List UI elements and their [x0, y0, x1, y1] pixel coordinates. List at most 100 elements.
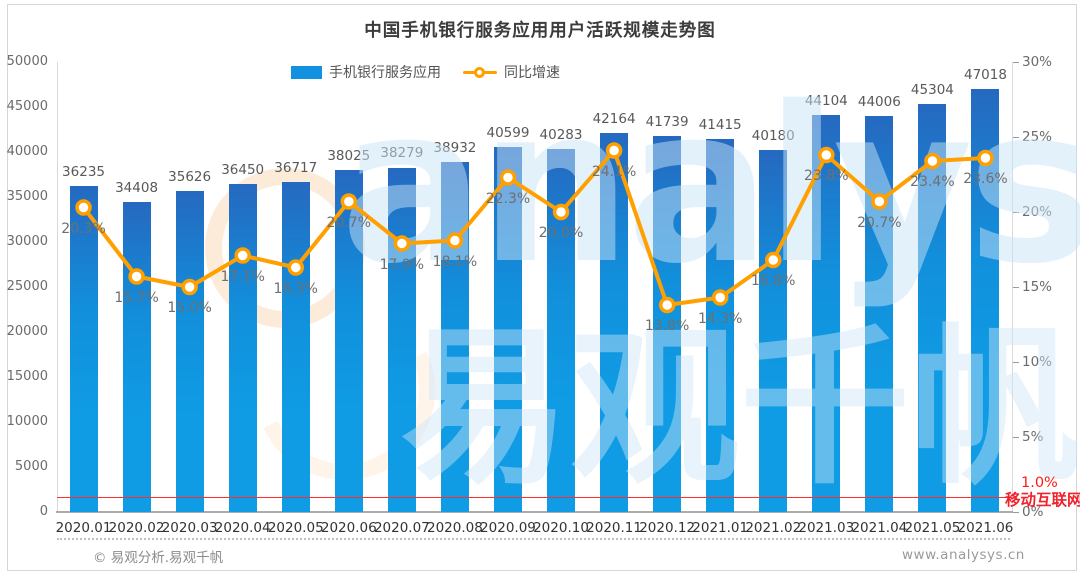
x-axis-label-2020.09: 2020.09 [480, 520, 536, 536]
bar-2021.02[interactable] [759, 150, 788, 512]
line-marker-2020.12[interactable] [658, 296, 676, 314]
line-marker-2020.10[interactable] [552, 203, 570, 221]
x-axis-line [56, 511, 1013, 513]
growth-pct-label: 14.3% [697, 310, 743, 327]
growth-pct-label: 15.0% [167, 300, 212, 316]
bar-2021.03[interactable] [812, 115, 841, 512]
right-axis-tick [1012, 137, 1019, 138]
bar-2020.07[interactable] [387, 167, 416, 512]
growth-pct-label: 20.7% [857, 214, 902, 231]
right-axis-tick-label: 0% [1022, 504, 1044, 520]
bar-2020.06[interactable] [334, 169, 363, 512]
line-marker-2020.09[interactable] [499, 169, 517, 186]
growth-pct-label: 23.6% [963, 171, 1008, 187]
bar-2020.04[interactable] [228, 183, 257, 512]
bar-value-label: 40180 [751, 128, 795, 145]
right-axis-tick [1012, 212, 1019, 213]
left-axis-tick-label: 20000 [6, 324, 48, 339]
legend: 手机银行服务应用 同比增速 [291, 62, 560, 82]
line-marker-2021.04[interactable] [871, 193, 888, 210]
x-axis-label-2021.01: 2021.01 [692, 520, 749, 536]
x-axis-label-2020.02: 2020.02 [108, 520, 165, 536]
bar-2020.11[interactable] [600, 132, 629, 512]
x-axis-label-2021.02: 2021.02 [745, 520, 802, 536]
left-axis-tick-label: 50000 [6, 54, 48, 69]
x-axis-label-2020.04: 2020.04 [214, 520, 271, 536]
bar-2020.08[interactable] [440, 161, 469, 512]
left-axis-tick-label: 10000 [6, 414, 48, 429]
legend-item-bars[interactable]: 手机银行服务应用 [291, 62, 441, 82]
bar-2021.01[interactable] [706, 139, 735, 512]
x-axis-label-2020.11: 2020.11 [586, 520, 642, 536]
right-axis-tick-label: 20% [1022, 204, 1053, 220]
line-marker-2020.07[interactable] [393, 235, 411, 252]
growth-pct-label: 13.8% [644, 318, 690, 334]
growth-line [75, 142, 994, 314]
line-marker-2021.01[interactable] [711, 289, 729, 306]
right-axis-tick [1012, 437, 1019, 438]
line-marker-2021.03[interactable] [818, 146, 835, 164]
growth-pct-label: 23.4% [910, 174, 955, 190]
line-marker-2020.08[interactable] [446, 232, 464, 249]
bar-2021.04[interactable] [865, 115, 894, 512]
bar-2020.05[interactable] [281, 181, 310, 512]
growth-pct-label: 15.7% [114, 289, 159, 306]
x-axis-label-2021.05: 2021.05 [904, 520, 961, 536]
line-marker-2020.06[interactable] [340, 193, 358, 210]
x-axis-label-2020.03: 2020.03 [161, 520, 218, 536]
line-marker-2020.03[interactable] [181, 278, 198, 296]
growth-pct-label: 20.3% [61, 220, 106, 237]
x-axis-label-2020.05: 2020.05 [267, 520, 324, 536]
line-marker-2020.04[interactable] [234, 247, 251, 264]
legend-item-line[interactable]: 同比增速 [463, 62, 560, 82]
line-marker-2021.02[interactable] [765, 251, 782, 269]
line-marker-2020.02[interactable] [128, 268, 145, 285]
line-series-label: 同比增速 [504, 65, 560, 81]
line-marker-2020.11[interactable] [605, 142, 623, 159]
bar-value-label: 42164 [592, 110, 636, 127]
right-axis-tick [1012, 512, 1019, 513]
growth-pct-label: 20.7% [326, 214, 372, 231]
red-threshold-line [57, 497, 1012, 498]
left-axis-tick-label: 0 [39, 504, 48, 519]
bar-2020.01[interactable] [69, 185, 98, 512]
x-axis-label-2021.03: 2021.03 [798, 520, 855, 536]
x-axis-label-2020.12: 2020.12 [639, 520, 696, 536]
left-axis-tick-label: 45000 [6, 99, 48, 114]
x-axis-label-2020.08: 2020.08 [426, 520, 483, 536]
growth-pct-label: 20.0% [538, 225, 584, 241]
growth-pct-label: 24.1% [591, 163, 637, 180]
right-axis-line [1012, 62, 1013, 512]
bar-value-label: 44104 [804, 93, 848, 110]
bar-value-label: 38025 [327, 147, 371, 164]
bar-value-label: 40283 [539, 127, 583, 144]
bar-2021.05[interactable] [918, 104, 947, 512]
mobile-internet-red-watermark: 移动互联网 [1005, 491, 1080, 509]
left-axis-tick-label: 40000 [6, 144, 48, 159]
left-axis-tick-label: 5000 [14, 459, 48, 474]
line-marker-2021.05[interactable] [924, 152, 941, 170]
left-axis-tick-label: 25000 [6, 279, 48, 294]
right-axis-tick-label: 25% [1022, 129, 1053, 145]
line-marker-2020.01[interactable] [75, 199, 92, 216]
x-axis-label-2021.04: 2021.04 [851, 520, 908, 536]
growth-pct-label: 17.9% [379, 256, 425, 273]
x-axis-label-2020.10: 2020.10 [533, 520, 589, 536]
right-axis-tick-label: 10% [1022, 354, 1053, 370]
growth-pct-label: 23.8% [804, 168, 849, 184]
bar-2020.03[interactable] [175, 191, 204, 512]
x-axis-label-2020.01: 2020.01 [55, 520, 112, 536]
right-axis-tick-label: 15% [1022, 279, 1053, 295]
plot-area: 36235 34408 35626 36450 36717 38025 38279 38932… [57, 62, 1012, 512]
bar-value-label: 36235 [62, 163, 105, 180]
line-marker-2021.06[interactable] [977, 149, 994, 167]
line-marker-2020.05[interactable] [287, 259, 304, 276]
red-threshold-label: 1.0% [1021, 475, 1058, 491]
left-axis-tick-label: 30000 [6, 234, 48, 249]
bar-2020.09[interactable] [493, 146, 522, 512]
x-axis-label-2020.07: 2020.07 [373, 520, 430, 536]
bar-2020.12[interactable] [653, 136, 682, 512]
bar-2020.02[interactable] [122, 202, 151, 512]
bar-value-label: 47018 [963, 66, 1007, 83]
